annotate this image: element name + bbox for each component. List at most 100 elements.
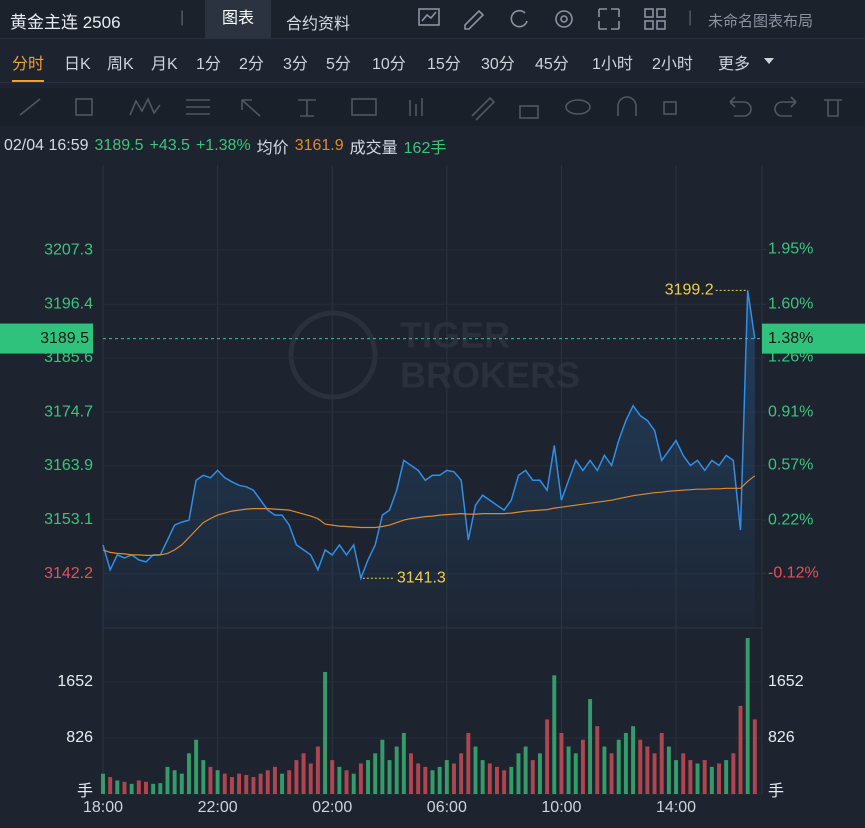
icon[interactable] (774, 96, 797, 117)
volume-bar (280, 773, 285, 794)
icon[interactable] (617, 96, 637, 116)
volume-bar (444, 760, 449, 794)
volume-bar (358, 763, 363, 794)
volume-bar (244, 775, 249, 794)
icon[interactable] (409, 98, 423, 116)
y2-tick-label: -0.12% (768, 564, 819, 581)
volume-bar (136, 780, 141, 794)
volume-bar (265, 770, 270, 794)
volume-bar (387, 760, 392, 794)
volume-bar (323, 671, 328, 794)
period-tab[interactable]: 45分 (535, 56, 569, 73)
quote-line: 02/04 16:59 3189.5 +43.5 +1.38% 均价 3161.… (0, 134, 865, 158)
y-tick-label: 3207.3 (44, 241, 93, 258)
y2-tick-label: 0.57% (768, 457, 813, 474)
icon[interactable] (663, 101, 677, 115)
volume-bar (373, 753, 378, 794)
volume-bar (108, 777, 113, 794)
icon[interactable] (129, 97, 161, 116)
volume-bar (430, 770, 435, 794)
volume-bar (416, 763, 421, 794)
icon[interactable] (418, 8, 440, 26)
volume-bar (459, 753, 464, 794)
icon[interactable] (298, 99, 316, 117)
volume-tick-label: 手 (77, 782, 93, 800)
volume-bar (545, 719, 550, 794)
avg-label: 均价 (256, 140, 289, 157)
separator: | (688, 9, 693, 26)
icon[interactable] (75, 98, 93, 116)
x-tick-label: 18:00 (83, 799, 123, 816)
volume-bar (165, 766, 170, 794)
icon[interactable] (555, 10, 573, 28)
icon[interactable] (351, 98, 377, 116)
volume-bar (631, 726, 636, 794)
icon[interactable] (519, 105, 539, 119)
dropdown-arrow[interactable] (764, 58, 774, 64)
pct-marker (762, 323, 865, 354)
icon[interactable] (19, 98, 41, 116)
volume-bar (115, 780, 120, 794)
volume-tick-label: 826 (768, 729, 795, 746)
volume-bar (666, 746, 671, 794)
icon[interactable] (729, 96, 752, 117)
icon (421, 11, 437, 22)
volume-tick-label: 1652 (768, 673, 804, 690)
volume-bar (380, 739, 385, 794)
volume-bar (602, 746, 607, 794)
icon[interactable] (510, 9, 528, 28)
period-tab[interactable]: 2小时 (652, 56, 693, 73)
volume-bar (172, 770, 177, 794)
y-tick-label: 3163.9 (44, 457, 93, 474)
period-tab[interactable]: 更多 (718, 56, 751, 73)
volume-bar (502, 770, 507, 794)
period-tab[interactable]: 周K (107, 56, 134, 73)
period-bar: 分时 日K 周K 月K 1分 2分 3分 5分 10分 15分 30分 45分 1小时 2小时 更多 (0, 40, 865, 83)
period-tab[interactable]: 2分 (239, 56, 264, 73)
volume-bar (702, 760, 707, 794)
period-tab[interactable]: 15分 (427, 56, 461, 73)
icon (656, 8, 666, 18)
tab[interactable]: 图表 (205, 0, 271, 38)
icon[interactable] (241, 99, 261, 117)
quote-price: 3189.5 (94, 137, 144, 154)
period-tab[interactable]: 10分 (372, 56, 406, 73)
y2-tick-label: 1.95% (768, 241, 813, 258)
period-tab[interactable]: 月K (151, 56, 178, 73)
volume-bar (151, 783, 156, 794)
separator: | (180, 9, 185, 26)
period-tab[interactable]: 分时 (12, 50, 45, 82)
period-tab[interactable]: 3分 (283, 56, 308, 73)
layout-name[interactable]: 未命名图表布局 (708, 13, 814, 30)
volume-bar (724, 760, 729, 794)
drawing-tools (0, 88, 865, 126)
volume-bar (394, 746, 399, 794)
period-tab[interactable]: 日K (64, 56, 91, 73)
period-tab[interactable]: 1小时 (592, 56, 633, 73)
volume-bar (480, 760, 485, 794)
volume-bar (473, 746, 478, 794)
period-tab[interactable]: 1分 (196, 56, 221, 73)
title: 黄金主连 2506 (10, 13, 121, 32)
volume-bar (330, 760, 335, 794)
volume-bar (638, 739, 643, 794)
icon[interactable] (824, 99, 842, 117)
volume-bar (494, 766, 499, 794)
icon[interactable] (471, 96, 496, 121)
volume-bar (201, 760, 206, 794)
icon[interactable] (565, 99, 591, 115)
icon[interactable] (598, 8, 620, 30)
tab[interactable]: 合约资料 (286, 16, 351, 33)
watermark-logo (288, 310, 378, 400)
quote-change: +43.5 (149, 137, 190, 154)
volume-bar (537, 753, 542, 794)
tool-icons (19, 96, 842, 121)
icon (656, 20, 666, 30)
volume-bar (523, 746, 528, 794)
period-tab[interactable]: 5分 (326, 56, 351, 73)
period-tab[interactable]: 30分 (481, 56, 515, 73)
icon[interactable] (186, 99, 210, 115)
icon[interactable] (464, 9, 485, 30)
icon[interactable] (644, 8, 654, 18)
